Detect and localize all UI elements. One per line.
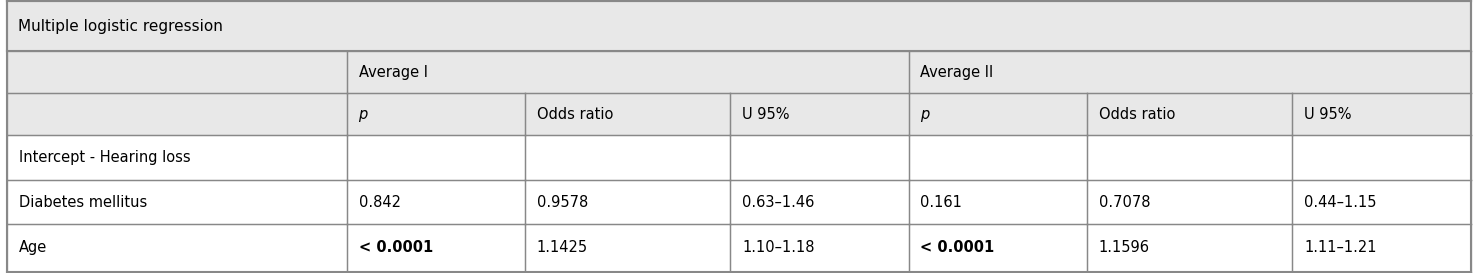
Text: 0.9578: 0.9578 [537,195,589,210]
Text: Intercept - Hearing loss: Intercept - Hearing loss [19,150,190,165]
Text: Average I: Average I [358,65,428,80]
Bar [1087,180,1292,224]
Text: 0.44–1.15: 0.44–1.15 [1304,195,1376,210]
Text: 1.11–1.21: 1.11–1.21 [1304,241,1376,256]
Bar [347,93,525,135]
Bar [1087,224,1292,272]
Text: Age: Age [19,241,47,256]
Bar [525,224,730,272]
Bar [909,180,1087,224]
Text: Multiple logistic regression: Multiple logistic regression [18,19,223,34]
Bar [909,93,1087,135]
Bar [1292,180,1471,224]
Bar [347,224,525,272]
Bar [7,224,347,272]
Text: U 95%: U 95% [742,107,789,122]
Bar [730,224,909,272]
Text: 1.1425: 1.1425 [537,241,589,256]
Text: Odds ratio: Odds ratio [1099,107,1176,122]
Bar [7,135,347,180]
Bar [1292,224,1471,272]
Bar [730,93,909,135]
Bar [525,180,730,224]
Text: Diabetes mellitus: Diabetes mellitus [19,195,148,210]
Text: < 0.0001: < 0.0001 [920,241,994,256]
Text: p: p [920,107,929,122]
Bar [7,180,347,224]
Bar [1292,135,1471,180]
Bar [1087,135,1292,180]
Bar [1292,93,1471,135]
Text: 0.161: 0.161 [920,195,962,210]
Bar [7,51,347,93]
Bar [909,51,1471,93]
Text: p: p [358,107,367,122]
Text: 0.7078: 0.7078 [1099,195,1150,210]
Bar [730,135,909,180]
Text: < 0.0001: < 0.0001 [358,241,432,256]
Bar [347,51,909,93]
Text: Average II: Average II [920,65,994,80]
Bar [1087,93,1292,135]
Bar [347,180,525,224]
Bar [730,180,909,224]
Text: 0.842: 0.842 [358,195,401,210]
Bar [7,1,1471,51]
Text: U 95%: U 95% [1304,107,1351,122]
Bar [525,93,730,135]
Bar [909,135,1087,180]
Bar [7,93,347,135]
Bar [525,135,730,180]
Text: 0.63–1.46: 0.63–1.46 [742,195,814,210]
Text: 1.10–1.18: 1.10–1.18 [742,241,814,256]
Text: Odds ratio: Odds ratio [537,107,614,122]
Bar [347,135,525,180]
Bar [909,224,1087,272]
Text: 1.1596: 1.1596 [1099,241,1150,256]
